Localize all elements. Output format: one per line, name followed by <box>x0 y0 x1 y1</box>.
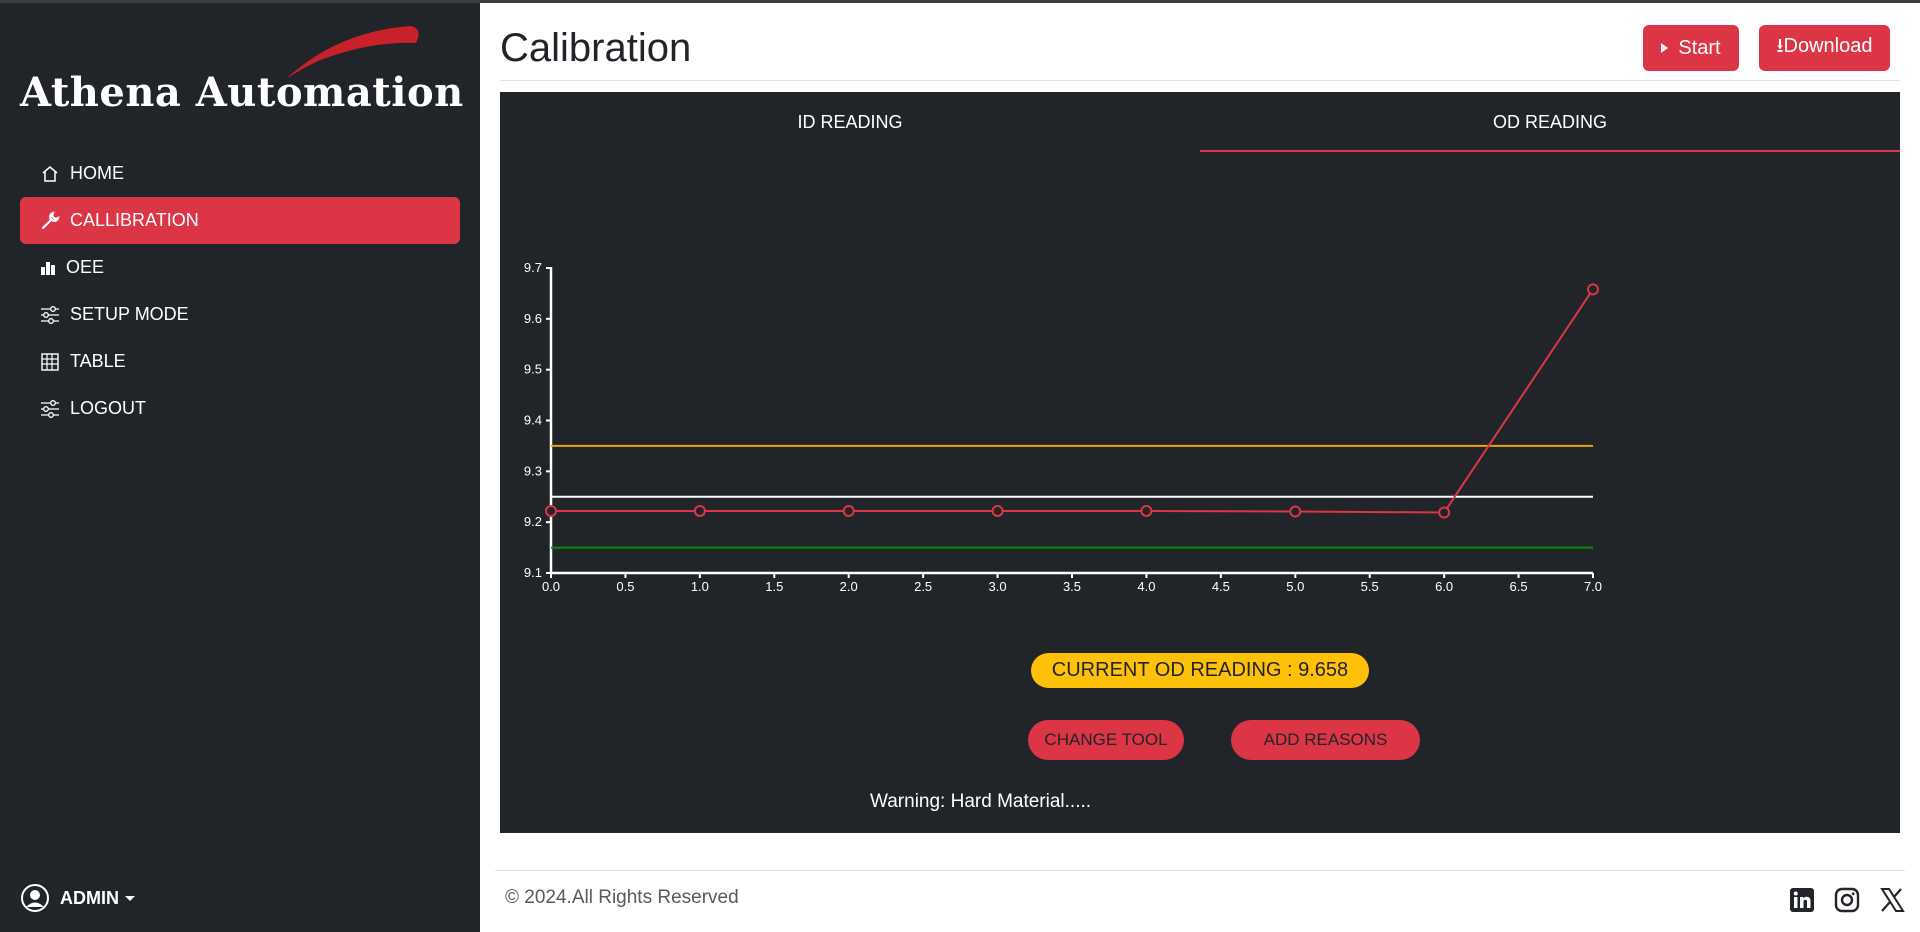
tab-id-reading[interactable]: ID READING <box>797 111 903 132</box>
bar-chart-icon <box>40 258 56 278</box>
sliders-icon <box>40 305 60 325</box>
play-icon <box>1661 43 1669 53</box>
x-tick-label: 7.0 <box>1584 579 1602 594</box>
sidebar-item-label: TABLE <box>70 351 126 371</box>
instagram-icon[interactable] <box>1833 886 1861 914</box>
x-tick-label: 2.5 <box>914 579 932 594</box>
warning-message: Warning: Hard Material..... <box>870 791 1092 812</box>
y-tick-label: 9.2 <box>524 514 542 529</box>
data-point <box>545 504 557 517</box>
sidebar-item-callibration[interactable]: CALLIBRATION <box>20 197 460 244</box>
sidebar: Athena Automation HOME CALLIBRATION OEE … <box>0 3 480 932</box>
home-icon <box>40 164 60 184</box>
x-tick-label: 0.0 <box>542 579 560 594</box>
data-point <box>693 504 706 517</box>
sidebar-item-label: HOME <box>70 163 124 183</box>
current-reading-badge: CURRENT OD READING : 9.658 <box>1031 653 1369 688</box>
sidebar-item-label: LOGOUT <box>70 398 147 418</box>
start-button[interactable]: Start <box>1643 25 1739 71</box>
add-reasons-button[interactable]: ADD REASONS <box>1231 720 1420 760</box>
y-tick-label: 9.7 <box>524 260 542 275</box>
user-name: ADMIN <box>60 887 119 908</box>
x-tick-label: 5.0 <box>1286 579 1304 594</box>
chevron-down-icon <box>125 895 135 901</box>
user-menu[interactable]: ADMIN <box>20 883 135 913</box>
brand-name: Athena Automation <box>20 69 464 116</box>
footer-divider <box>495 870 1905 871</box>
x-tick-label: 2.0 <box>840 579 858 594</box>
sidebar-item-label: OEE <box>66 257 105 277</box>
x-tick-label: 4.0 <box>1137 579 1155 594</box>
brand-logo: Athena Automation <box>18 21 463 121</box>
sidebar-item-oee[interactable]: OEE <box>20 244 460 291</box>
sidebar-item-setup-mode[interactable]: SETUP MODE <box>20 291 460 338</box>
download-label: ⭳Download <box>1776 35 1873 57</box>
y-tick-label: 9.3 <box>524 463 542 478</box>
sidebar-item-home[interactable]: HOME <box>20 150 460 197</box>
y-tick-label: 9.6 <box>524 311 542 326</box>
x-tick-label: 4.5 <box>1212 579 1230 594</box>
current-reading-value: 9.658 <box>1298 659 1349 681</box>
sidebar-item-logout[interactable]: LOGOUT <box>20 385 460 432</box>
x-tick-label: 6.0 <box>1435 579 1453 594</box>
table-icon <box>40 352 60 372</box>
wrench-icon <box>40 210 60 231</box>
y-tick-label: 9.4 <box>524 413 542 428</box>
x-tick-label: 3.0 <box>989 579 1007 594</box>
data-point <box>1289 505 1302 518</box>
data-point <box>842 504 855 517</box>
main-content: Calibration Start ⭳Download ID READING O… <box>480 3 1920 932</box>
x-tick-label: 1.0 <box>691 579 709 594</box>
sliders-icon <box>40 399 60 419</box>
sidebar-nav: HOME CALLIBRATION OEE SETUP MODE TABLE <box>20 150 460 432</box>
x-tick-label: 1.5 <box>765 579 783 594</box>
change-tool-button[interactable]: CHANGE TOOL <box>1028 720 1184 760</box>
x-tick-label: 3.5 <box>1063 579 1081 594</box>
user-circle-icon <box>20 883 50 913</box>
start-label: Start <box>1678 36 1721 59</box>
current-reading-separator: : <box>1281 659 1299 681</box>
page-title: Calibration <box>500 26 692 70</box>
data-point <box>1438 506 1451 519</box>
y-tick-label: 9.5 <box>524 362 542 377</box>
sidebar-item-label: SETUP MODE <box>70 304 189 324</box>
data-point <box>991 504 1004 517</box>
sidebar-item-table[interactable]: TABLE <box>20 338 460 385</box>
data-point <box>1587 283 1599 296</box>
x-tick-label: 5.5 <box>1361 579 1379 594</box>
data-point <box>1140 504 1153 517</box>
download-button[interactable]: ⭳Download <box>1759 25 1890 71</box>
y-tick-label: 9.1 <box>524 565 542 580</box>
copyright: © 2024.All Rights Reserved <box>505 887 739 908</box>
linkedin-icon[interactable] <box>1788 886 1816 914</box>
logo-swoosh-icon <box>286 26 419 79</box>
sidebar-item-label: CALLIBRATION <box>70 210 199 230</box>
x-tick-label: 6.5 <box>1510 579 1528 594</box>
current-reading-label: CURRENT OD READING <box>1051 659 1282 681</box>
od-reading-chart: 9.1 9.2 9.3 9.4 9.5 9.6 9.7 0.0 0.5 1.0 1.5 2.0 2.5 3… <box>524 260 1602 594</box>
top-border <box>0 0 1920 3</box>
calibration-panel: ID READING OD READING 9.1 9.2 9.3 9.4 9.5 9.6… <box>500 92 1900 833</box>
header-divider <box>500 80 1900 81</box>
x-icon[interactable] <box>1878 886 1906 914</box>
x-tick-label: 0.5 <box>616 579 634 594</box>
series-line <box>551 288 1594 514</box>
tab-od-reading[interactable]: OD READING <box>1200 92 1900 152</box>
